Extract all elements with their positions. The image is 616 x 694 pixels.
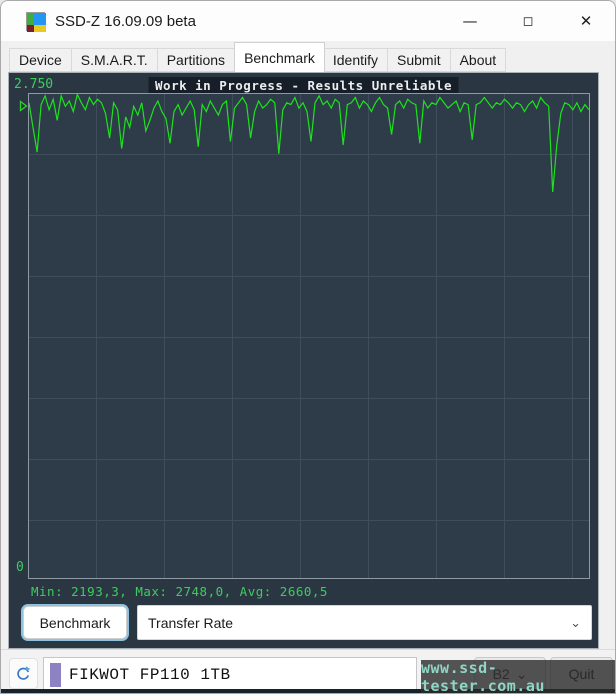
footer-bar: FIKWOT FP110 1TB B2 ⌄ Quit www.ssd-teste… — [1, 649, 615, 693]
window-controls: — ◻ ✕ — [441, 1, 615, 41]
test-type-select[interactable]: Transfer Rate ⌄ — [137, 605, 592, 640]
current-level-marker-icon — [19, 100, 28, 112]
tab-smart[interactable]: S.M.A.R.T. — [71, 48, 158, 72]
y-axis-max-label: 2.750 — [14, 77, 54, 92]
window-bottom-edge — [1, 689, 615, 693]
minimize-button[interactable]: — — [441, 1, 499, 41]
benchmark-controls: Benchmark Transfer Rate ⌄ — [9, 605, 598, 641]
refresh-icon — [17, 666, 31, 680]
tab-device[interactable]: Device — [9, 48, 72, 72]
tab-benchmark[interactable]: Benchmark — [234, 42, 325, 72]
tab-identify[interactable]: Identify — [323, 48, 389, 72]
benchmark-stats: Min: 2193,3, Max: 2748,0, Avg: 2660,5 — [31, 584, 328, 599]
close-button[interactable]: ✕ — [557, 1, 615, 41]
benchmark-button[interactable]: Benchmark — [23, 606, 127, 639]
device-name: FIKWOT FP110 1TB — [69, 666, 231, 684]
tab-bar: Device S.M.A.R.T. Partitions Benchmark I… — [1, 41, 615, 72]
tab-about[interactable]: About — [450, 48, 507, 72]
tab-submit[interactable]: Submit — [388, 48, 451, 72]
app-logo-icon — [26, 11, 46, 32]
title-bar: SSD-Z 16.09.09 beta — ◻ ✕ — [1, 1, 615, 41]
device-accent-bar — [50, 663, 61, 687]
device-select[interactable]: FIKWOT FP110 1TB — [43, 657, 417, 693]
y-axis-min-label: 0 — [16, 560, 24, 575]
transfer-rate-line — [29, 94, 589, 193]
maximize-button[interactable]: ◻ — [499, 1, 557, 41]
refresh-devices-button[interactable] — [9, 658, 38, 689]
test-type-value: Transfer Rate — [148, 614, 234, 631]
window-title: SSD-Z 16.09.09 beta — [55, 12, 196, 30]
transfer-rate-chart — [19, 93, 590, 579]
watermark-overlay: www.ssd-tester.com.au — [421, 659, 615, 693]
chart-title: Work in Progress - Results Unreliable — [148, 77, 459, 94]
tab-partitions[interactable]: Partitions — [157, 48, 236, 72]
chevron-down-icon: ⌄ — [570, 614, 581, 630]
benchmark-panel: 2.750 Work in Progress - Results Unrelia… — [8, 72, 599, 649]
